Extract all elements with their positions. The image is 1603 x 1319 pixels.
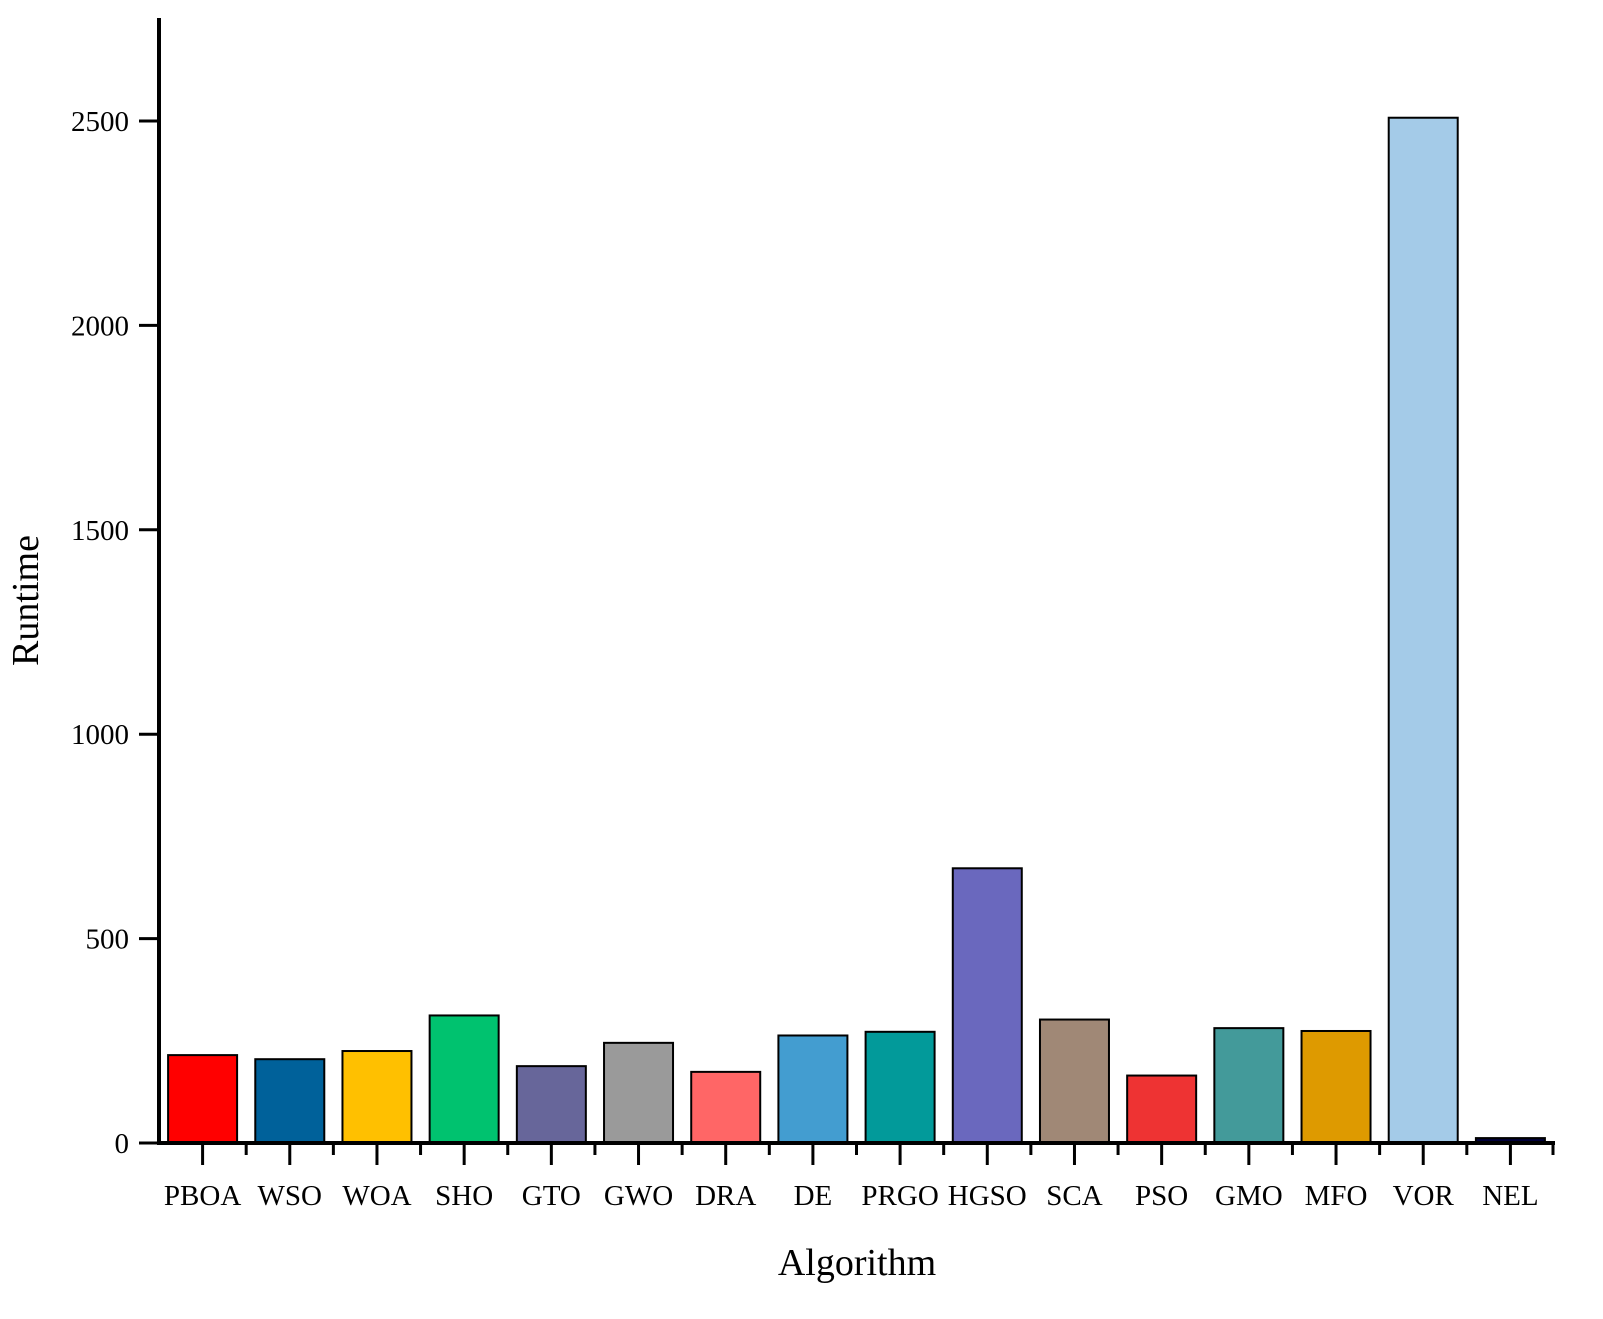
bar-gto (515, 1065, 587, 1145)
x-tick-label: GTO (522, 1180, 581, 1212)
x-tick-label: PSO (1135, 1180, 1188, 1212)
y-tick-label: 1000 (71, 719, 129, 751)
bar-dra (690, 1070, 762, 1144)
bar-sho (428, 1014, 500, 1145)
x-tick-label: MFO (1305, 1180, 1368, 1212)
y-tick-label: 1500 (71, 515, 129, 547)
bar-pboa (167, 1054, 239, 1145)
x-tick-label: SHO (435, 1180, 493, 1212)
bar-woa (341, 1050, 413, 1145)
bar-sca (1038, 1018, 1110, 1145)
y-axis-title: Runtime (5, 535, 47, 666)
x-ticks-group: PBOA WSO WOA SHO GTO GWO DRA DE PRGO HGSO SCA PSO GM… (164, 1143, 1555, 1212)
x-tick-label: VOR (1393, 1180, 1455, 1212)
x-tick-label: WOA (342, 1180, 411, 1212)
bar-pso (1126, 1074, 1198, 1144)
y-tick-label: 500 (86, 924, 130, 956)
y-tick-label: 2500 (71, 106, 129, 138)
y-tick-label: 0 (115, 1128, 130, 1160)
bar-gwo (603, 1041, 675, 1144)
x-tick-label: HGSO (948, 1180, 1027, 1212)
x-tick-label: PRGO (861, 1180, 938, 1212)
x-tick-label: SCA (1046, 1180, 1102, 1212)
x-axis-title: Algorithm (778, 1242, 936, 1284)
bar-wso (254, 1058, 326, 1145)
x-tick-label: DRA (695, 1180, 756, 1212)
bar-gmo (1213, 1027, 1285, 1144)
bar-prgo (864, 1030, 936, 1144)
bar-hgso (951, 867, 1023, 1144)
bar-mfo (1300, 1029, 1372, 1144)
bar-vor (1387, 116, 1459, 1144)
y-tick-label: 2000 (71, 310, 129, 342)
bars-group (167, 116, 1546, 1145)
y-ticks-group: 0 500 1000 1500 2000 2500 (71, 106, 159, 1160)
x-tick-label: GWO (604, 1180, 673, 1212)
x-tick-label: GMO (1215, 1180, 1283, 1212)
bar-de (777, 1034, 849, 1144)
x-tick-label: NEL (1482, 1180, 1538, 1212)
x-tick-label: DE (794, 1180, 833, 1212)
x-tick-label: PBOA (164, 1180, 241, 1212)
x-tick-label: WSO (258, 1180, 322, 1212)
